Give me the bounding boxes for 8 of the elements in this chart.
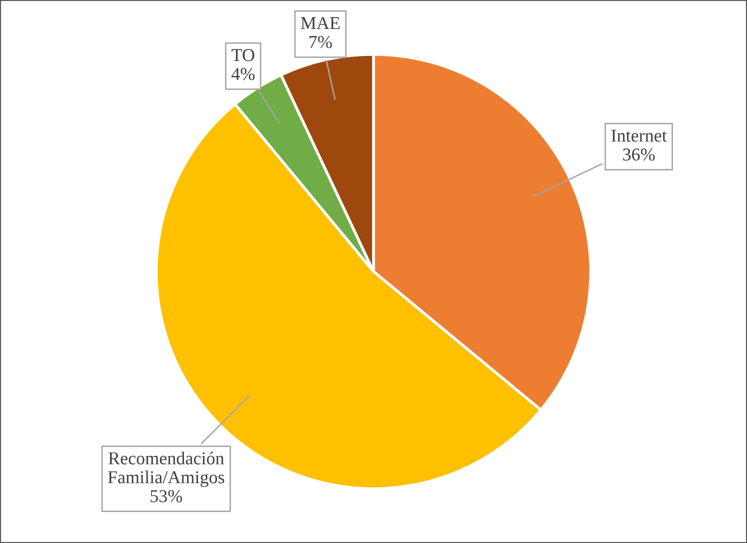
slice-label: MAE	[300, 17, 340, 29]
data-label: 4%	[231, 68, 255, 80]
slice-label: Recomendación Familia/Amigos	[108, 452, 224, 488]
data-label: 7%	[310, 36, 332, 48]
slice-label: TO	[232, 49, 254, 62]
slice-label: Internet	[611, 130, 667, 142]
data-label: 36%	[623, 148, 655, 161]
data-label: 53%	[150, 490, 182, 502]
